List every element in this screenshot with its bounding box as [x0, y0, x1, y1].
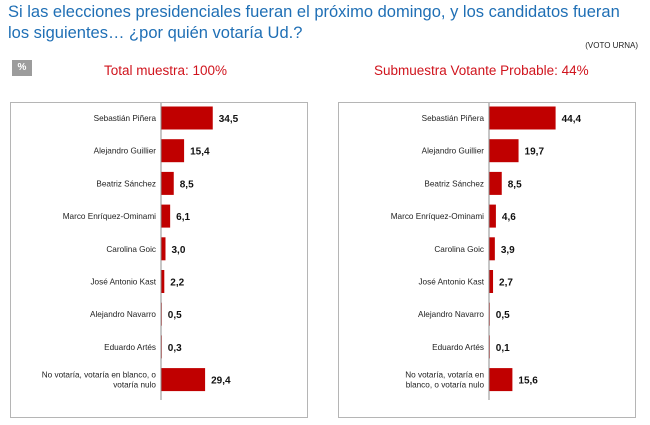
bar	[489, 171, 502, 195]
category-label: No votaría, votaría en blanco, o	[42, 371, 157, 380]
category-label: Beatriz Sánchez	[96, 179, 156, 188]
category-label: votaría nulo	[113, 381, 156, 390]
category-label: José Antonio Kast	[418, 278, 484, 287]
bar-chart-total: Sebastián Piñera 34,5 Alejandro Guillier 15…	[42, 103, 239, 400]
bar	[489, 204, 496, 228]
bar	[489, 270, 494, 293]
bar	[161, 237, 166, 261]
bar	[161, 368, 206, 392]
data-label: 2,7	[499, 278, 513, 289]
method-note: (VOTO URNA)	[585, 41, 638, 50]
bar	[161, 171, 174, 195]
question-line-2: los siguientes… ¿por quién votaría Ud.?	[8, 24, 303, 42]
category-label: blanco, o votaría nulo	[406, 381, 485, 390]
category-label: Alejandro Guillier	[94, 147, 157, 156]
chart-panel-total: Sebastián Piñera 34,5 Alejandro Guillier 15…	[10, 102, 308, 418]
data-label: 6,1	[176, 212, 190, 223]
chart-title-total: Total muestra: 100%	[104, 63, 228, 78]
data-label: 44,4	[562, 114, 582, 125]
data-label: 19,7	[525, 147, 545, 158]
data-label: 0,3	[168, 343, 182, 354]
chart-title-probable: Submuestra Votante Probable: 44%	[374, 63, 589, 78]
data-label: 4,6	[502, 212, 516, 223]
bar	[489, 368, 513, 392]
bar	[161, 270, 165, 293]
category-label: Alejandro Guillier	[422, 147, 485, 156]
data-label: 0,1	[496, 343, 510, 354]
bar	[161, 106, 213, 130]
category-label: Marco Enríquez-Ominami	[63, 212, 156, 221]
category-label: Sebastián Piñera	[422, 114, 485, 123]
category-label: Marco Enríquez-Ominami	[391, 212, 484, 221]
category-label: Carolina Goic	[106, 245, 156, 254]
survey-question: Si las elecciones presidenciales fueran …	[8, 2, 643, 44]
category-label: Sebastián Piñera	[94, 114, 157, 123]
data-label: 0,5	[496, 310, 510, 321]
bar	[489, 139, 519, 163]
bar	[161, 139, 185, 163]
data-label: 8,5	[180, 179, 194, 190]
category-label: Alejandro Navarro	[418, 310, 484, 319]
data-label: 0,5	[168, 310, 182, 321]
data-label: 3,0	[172, 245, 186, 256]
category-label: Eduardo Artés	[104, 343, 156, 352]
bar	[161, 204, 171, 228]
category-label: Eduardo Artés	[432, 343, 484, 352]
bar	[489, 106, 556, 130]
data-label: 8,5	[508, 179, 522, 190]
bar-chart-probable: Sebastián Piñera 44,4 Alejandro Guillier 19…	[391, 103, 582, 400]
question-line-1: Si las elecciones presidenciales fueran …	[8, 3, 620, 21]
bar	[489, 237, 495, 261]
category-label: Carolina Goic	[434, 245, 484, 254]
category-label: José Antonio Kast	[90, 278, 156, 287]
percent-badge: %	[12, 60, 32, 76]
category-label: Beatriz Sánchez	[424, 179, 484, 188]
data-label: 34,5	[219, 114, 239, 125]
data-label: 15,6	[518, 376, 538, 387]
data-label: 3,9	[501, 245, 515, 256]
data-label: 29,4	[211, 376, 231, 387]
data-label: 15,4	[190, 147, 210, 158]
category-label: Alejandro Navarro	[90, 310, 156, 319]
category-label: No votaría, votaría en	[405, 371, 484, 380]
chart-panel-probable: Sebastián Piñera 44,4 Alejandro Guillier 19…	[338, 102, 636, 418]
data-label: 2,2	[170, 278, 184, 289]
